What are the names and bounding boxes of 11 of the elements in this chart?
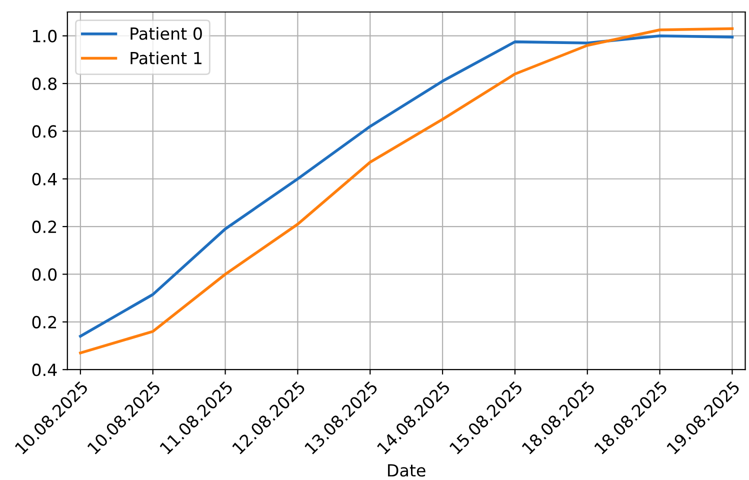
legend-label: Patient 0	[130, 27, 202, 40]
y-tick-label: 0.0	[32, 268, 57, 281]
legend-label: Patient 1	[130, 51, 202, 64]
y-tick-label: 1.0	[33, 30, 57, 42]
y-tick-label: 0.4	[32, 172, 57, 186]
y-tick-label: 0.2	[32, 220, 56, 234]
y-tick-label: 0.2	[32, 316, 56, 328]
x-axis-title: Date	[388, 464, 426, 477]
y-tick-label: 0.6	[32, 125, 57, 138]
y-tick-label: 0.4	[32, 364, 57, 376]
y-tick-label: 0.8	[32, 77, 57, 90]
